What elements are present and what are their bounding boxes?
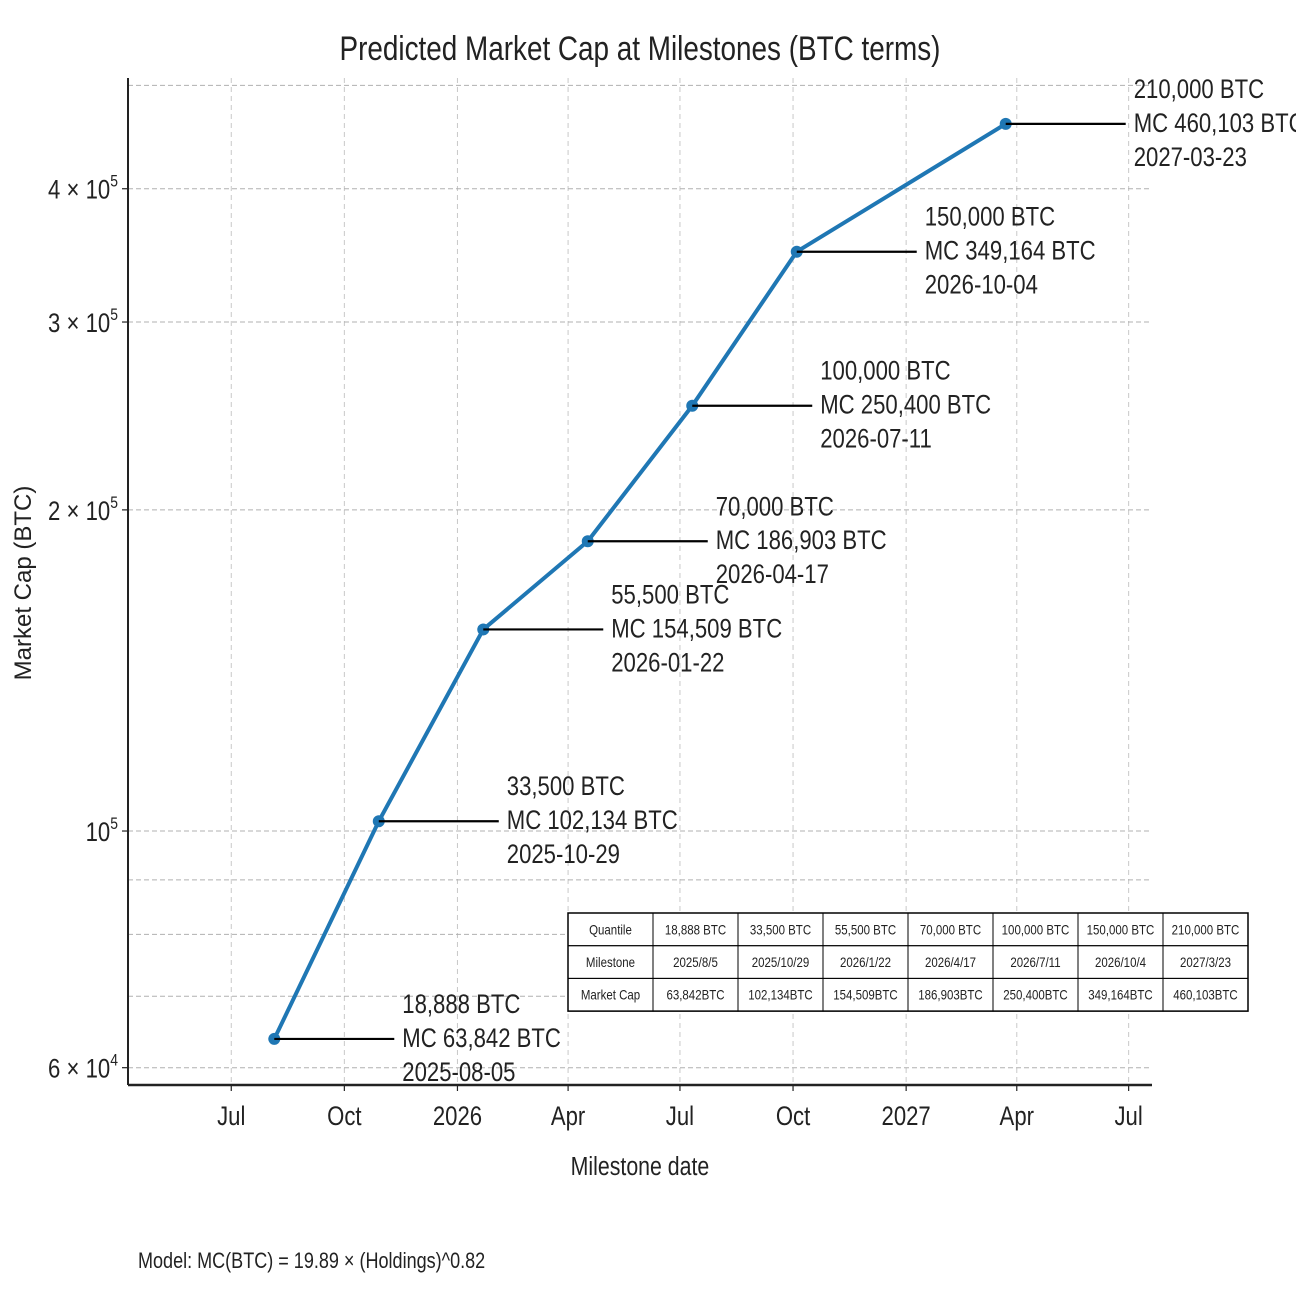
data-label: 18,888 BTC xyxy=(402,990,520,1020)
table-cell-text: 2026/7/11 xyxy=(1010,954,1060,970)
table-cell-text: Market Cap xyxy=(581,987,640,1003)
table-cell-text: 2026/1/22 xyxy=(840,954,891,970)
chart-title: Predicted Market Cap at Milestones (BTC … xyxy=(340,29,941,67)
data-label: 55,500 BTC xyxy=(611,580,729,610)
x-tick-label: Oct xyxy=(327,1102,362,1132)
data-label: 2025-10-29 xyxy=(507,840,620,870)
x-tick-label: 2026 xyxy=(433,1102,482,1132)
table-cell-text: 349,164BTC xyxy=(1088,987,1152,1003)
data-label: 210,000 BTC xyxy=(1134,75,1264,105)
table-cell-text: 18,888 BTC xyxy=(665,921,726,937)
table-cell-text: 154,509BTC xyxy=(833,987,897,1003)
axes: Jul Oct 2026 Apr Jul Oct 2027 Apr Jul 6 × 104 105 2… xyxy=(48,78,1152,1132)
data-label: 2026-07-11 xyxy=(820,425,932,455)
table-cell-text: 460,103BTC xyxy=(1173,987,1237,1003)
data-label: 2027-03-23 xyxy=(1134,143,1247,173)
y-tick-label: 105 xyxy=(86,815,118,848)
x-tick-label: Apr xyxy=(551,1102,585,1132)
y-axis-label: Market Cap (BTC) xyxy=(10,486,37,681)
data-label: MC 460,103 BTC xyxy=(1134,109,1296,139)
data-label: 150,000 BTC xyxy=(925,203,1055,233)
y-tick-label: 2 × 105 xyxy=(48,494,118,527)
x-tick-label: 2027 xyxy=(882,1102,931,1132)
data-label: 2026-10-04 xyxy=(925,271,1038,301)
table-cell-text: 186,903BTC xyxy=(918,987,982,1003)
y-tick-label: 4 × 105 xyxy=(48,173,118,206)
table-cell-text: 2026/10/4 xyxy=(1095,954,1146,970)
data-label: 2025-08-05 xyxy=(402,1058,515,1088)
data-label: 100,000 BTC xyxy=(820,357,950,387)
table-cell-text: 150,000 BTC xyxy=(1087,921,1155,937)
annotations: 18,888 BTC MC 63,842 BTC 2025-08-05 33,500 … xyxy=(274,75,1296,1088)
table-cell-text: 63,842BTC xyxy=(666,987,724,1003)
table-cell-text: 2026/4/17 xyxy=(925,954,976,970)
data-label: MC 63,842 BTC xyxy=(402,1024,561,1054)
table-cell-text: 250,400BTC xyxy=(1003,987,1067,1003)
x-tick-label: Oct xyxy=(776,1102,811,1132)
table-cell-text: 55,500 BTC xyxy=(835,921,896,937)
data-label: 70,000 BTC xyxy=(716,492,834,522)
data-label: MC 250,400 BTC xyxy=(820,391,991,421)
data-label: 33,500 BTC xyxy=(507,772,625,802)
table-cell-text: 33,500 BTC xyxy=(750,921,811,937)
data-label: MC 154,509 BTC xyxy=(611,614,782,644)
table-cell xyxy=(1162,977,1249,1012)
table-cell-text: 102,134BTC xyxy=(748,987,812,1003)
data-label: MC 186,903 BTC xyxy=(716,526,887,556)
x-tick-label: Jul xyxy=(666,1102,694,1132)
data-label: 2026-01-22 xyxy=(611,648,724,678)
footnote: Model: MC(BTC) = 19.89 × (Holdings)^0.82 xyxy=(138,1249,485,1273)
table-cell-text: 210,000 BTC xyxy=(1172,921,1240,937)
data-label: 2026-04-17 xyxy=(716,560,829,590)
y-tick-label: 6 × 104 xyxy=(48,1051,118,1084)
table-cell-text: Milestone xyxy=(586,954,635,970)
table-header: Quantile xyxy=(589,921,632,937)
table-cell-text: 2025/10/29 xyxy=(752,954,809,970)
data-table: Quantile 18,888 BTC 33,500 BTC 55,500 BTC 70… xyxy=(567,912,1249,1012)
data-label: MC 349,164 BTC xyxy=(925,237,1096,267)
data-label: MC 102,134 BTC xyxy=(507,806,678,836)
table-cell-text: 70,000 BTC xyxy=(920,921,981,937)
x-axis-label: Milestone date xyxy=(571,1152,710,1182)
table-cell-text: 2027/3/23 xyxy=(1180,954,1231,970)
x-tick-label: Jul xyxy=(217,1102,245,1132)
table-cell-text: 2025/8/5 xyxy=(673,954,718,970)
y-tick-label: 3 × 105 xyxy=(48,306,118,339)
x-tick-label: Jul xyxy=(1114,1102,1142,1132)
x-tick-label: Apr xyxy=(1000,1102,1034,1132)
table-cell-text: 100,000 BTC xyxy=(1002,921,1070,937)
